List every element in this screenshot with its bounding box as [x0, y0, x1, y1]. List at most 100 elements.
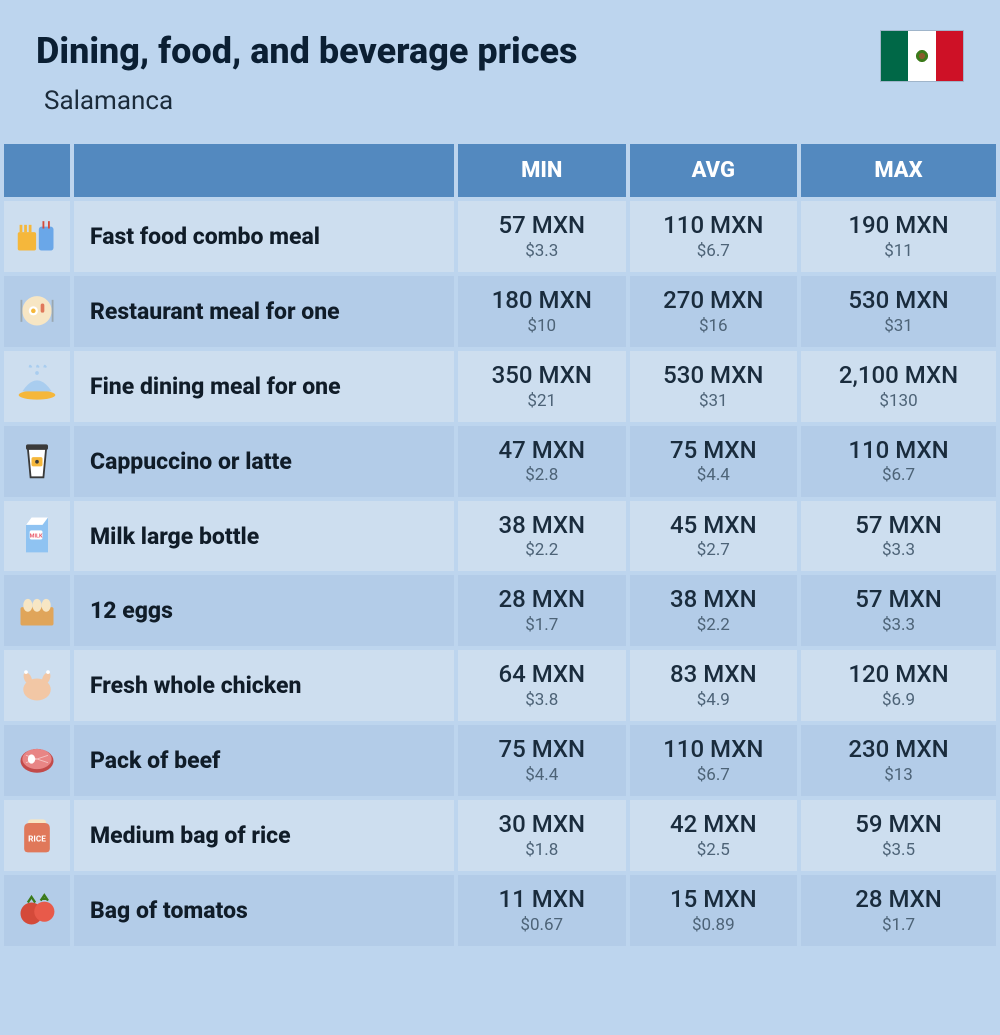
- page-subtitle: Salamanca: [36, 86, 577, 116]
- price-max-mxn: 530 MXN: [809, 286, 988, 315]
- table-row: Restaurant meal for one180 MXN$10270 MXN…: [4, 276, 996, 347]
- fast-food-icon: [4, 201, 70, 272]
- price-min: 38 MXN$2.2: [458, 501, 626, 572]
- price-max: 57 MXN$3.3: [801, 575, 996, 646]
- price-min: 11 MXN$0.67: [458, 875, 626, 946]
- price-avg: 270 MXN$16: [630, 276, 798, 347]
- price-avg-usd: $31: [638, 390, 790, 412]
- restaurant-icon: [4, 276, 70, 347]
- price-avg: 75 MXN$4.4: [630, 426, 798, 497]
- price-min-usd: $0.67: [466, 914, 618, 936]
- price-min-mxn: 11 MXN: [466, 885, 618, 914]
- price-max-usd: $31: [809, 315, 988, 337]
- price-max: 59 MXN$3.5: [801, 800, 996, 871]
- price-min-usd: $4.4: [466, 764, 618, 786]
- beef-icon: [4, 725, 70, 796]
- price-max-mxn: 120 MXN: [809, 660, 988, 689]
- table-row: 12 eggs28 MXN$1.738 MXN$2.257 MXN$3.3: [4, 575, 996, 646]
- price-min: 57 MXN$3.3: [458, 201, 626, 272]
- price-min-usd: $3.8: [466, 689, 618, 711]
- price-min: 64 MXN$3.8: [458, 650, 626, 721]
- price-min-usd: $21: [466, 390, 618, 412]
- table-row: Bag of tomatos11 MXN$0.6715 MXN$0.8928 M…: [4, 875, 996, 946]
- price-min: 75 MXN$4.4: [458, 725, 626, 796]
- price-avg-mxn: 42 MXN: [638, 810, 790, 839]
- price-avg-usd: $6.7: [638, 764, 790, 786]
- price-avg-usd: $2.5: [638, 839, 790, 861]
- fine-dining-icon: [4, 351, 70, 422]
- price-min-mxn: 47 MXN: [466, 436, 618, 465]
- price-avg-mxn: 75 MXN: [638, 436, 790, 465]
- price-max-mxn: 2,100 MXN: [809, 361, 988, 390]
- page-title: Dining, food, and beverage prices: [36, 30, 577, 72]
- eggs-icon: [4, 575, 70, 646]
- price-max: 120 MXN$6.9: [801, 650, 996, 721]
- price-min-usd: $1.8: [466, 839, 618, 861]
- price-avg-usd: $4.4: [638, 464, 790, 486]
- table-row: Medium bag of rice30 MXN$1.842 MXN$2.559…: [4, 800, 996, 871]
- price-min: 47 MXN$2.8: [458, 426, 626, 497]
- mexico-flag-icon: [880, 30, 964, 82]
- price-max: 28 MXN$1.7: [801, 875, 996, 946]
- price-avg-mxn: 45 MXN: [638, 511, 790, 540]
- price-min-mxn: 38 MXN: [466, 511, 618, 540]
- price-min-mxn: 180 MXN: [466, 286, 618, 315]
- price-avg-usd: $16: [638, 315, 790, 337]
- price-avg: 530 MXN$31: [630, 351, 798, 422]
- item-name: Fine dining meal for one: [74, 351, 454, 422]
- price-max-usd: $3.3: [809, 614, 988, 636]
- table-row: Fine dining meal for one350 MXN$21530 MX…: [4, 351, 996, 422]
- price-max-usd: $130: [809, 390, 988, 412]
- rice-icon: [4, 800, 70, 871]
- price-max-mxn: 190 MXN: [809, 211, 988, 240]
- table-row: Cappuccino or latte47 MXN$2.875 MXN$4.41…: [4, 426, 996, 497]
- price-max-usd: $3.3: [809, 539, 988, 561]
- item-name: Fast food combo meal: [74, 201, 454, 272]
- price-min-mxn: 28 MXN: [466, 585, 618, 614]
- price-avg: 110 MXN$6.7: [630, 725, 798, 796]
- item-name: Milk large bottle: [74, 501, 454, 572]
- price-min-usd: $2.2: [466, 539, 618, 561]
- price-min-mxn: 64 MXN: [466, 660, 618, 689]
- price-max-mxn: 57 MXN: [809, 585, 988, 614]
- col-header-icon: [4, 144, 70, 197]
- price-avg-usd: $0.89: [638, 914, 790, 936]
- price-max: 230 MXN$13: [801, 725, 996, 796]
- price-avg-mxn: 270 MXN: [638, 286, 790, 315]
- table-row: Milk large bottle38 MXN$2.245 MXN$2.757 …: [4, 501, 996, 572]
- price-avg: 42 MXN$2.5: [630, 800, 798, 871]
- price-avg-mxn: 38 MXN: [638, 585, 790, 614]
- price-max: 57 MXN$3.3: [801, 501, 996, 572]
- price-min-mxn: 75 MXN: [466, 735, 618, 764]
- price-avg: 45 MXN$2.7: [630, 501, 798, 572]
- price-min-mxn: 30 MXN: [466, 810, 618, 839]
- price-avg: 38 MXN$2.2: [630, 575, 798, 646]
- price-max-mxn: 28 MXN: [809, 885, 988, 914]
- price-min-usd: $3.3: [466, 240, 618, 262]
- price-avg: 83 MXN$4.9: [630, 650, 798, 721]
- price-max-usd: $1.7: [809, 914, 988, 936]
- col-header-avg: AVG: [630, 144, 798, 197]
- price-max-usd: $13: [809, 764, 988, 786]
- price-avg: 110 MXN$6.7: [630, 201, 798, 272]
- price-avg-mxn: 15 MXN: [638, 885, 790, 914]
- price-max-usd: $11: [809, 240, 988, 262]
- price-max: 110 MXN$6.7: [801, 426, 996, 497]
- col-header-name: [74, 144, 454, 197]
- price-max: 190 MXN$11: [801, 201, 996, 272]
- title-block: Dining, food, and beverage prices Salama…: [36, 30, 577, 116]
- price-max-usd: $3.5: [809, 839, 988, 861]
- price-avg-usd: $2.7: [638, 539, 790, 561]
- price-table: MIN AVG MAX Fast food combo meal57 MXN$3…: [0, 140, 1000, 950]
- tomato-icon: [4, 875, 70, 946]
- price-max-usd: $6.7: [809, 464, 988, 486]
- price-avg-usd: $6.7: [638, 240, 790, 262]
- table-row: Pack of beef75 MXN$4.4110 MXN$6.7230 MXN…: [4, 725, 996, 796]
- price-avg-usd: $2.2: [638, 614, 790, 636]
- price-min: 350 MXN$21: [458, 351, 626, 422]
- price-min: 30 MXN$1.8: [458, 800, 626, 871]
- milk-icon: [4, 501, 70, 572]
- price-avg: 15 MXN$0.89: [630, 875, 798, 946]
- col-header-min: MIN: [458, 144, 626, 197]
- item-name: Restaurant meal for one: [74, 276, 454, 347]
